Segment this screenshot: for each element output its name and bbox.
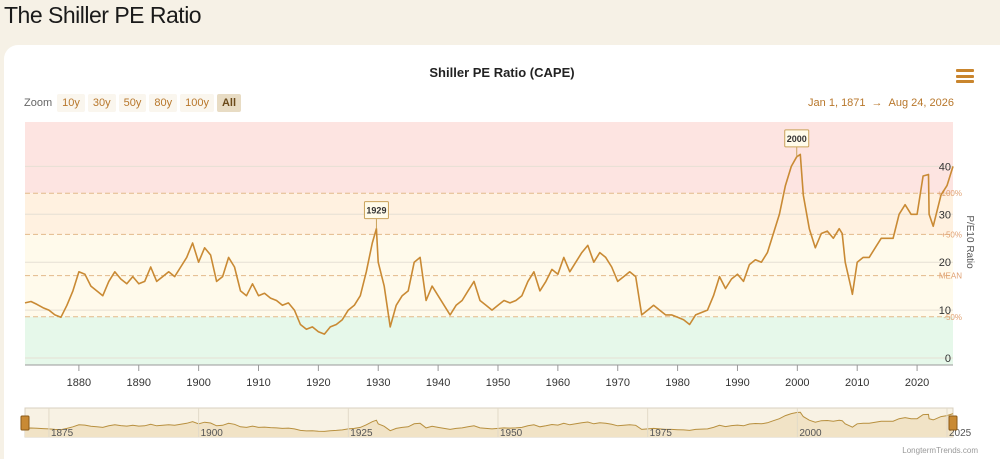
hamburger-menu-icon[interactable]	[956, 69, 974, 83]
y-axis-title: P/E10 Ratio	[964, 215, 975, 269]
reference-label: +50%	[941, 230, 962, 239]
navigator-area	[25, 412, 953, 437]
zoom-30y-button[interactable]: 30y	[87, 94, 116, 112]
x-tick-label: 2000	[785, 377, 809, 389]
y-tick-label: 40	[939, 161, 951, 173]
range-from[interactable]: Jan 1, 1871	[808, 97, 866, 109]
x-tick-label: 1940	[426, 377, 450, 389]
x-tick-label: 1980	[665, 377, 689, 389]
date-range: Jan 1, 1871 → Aug 24, 2026	[808, 97, 954, 109]
page-title: The Shiller PE Ratio	[4, 2, 202, 28]
navigator-tick-label: 1900	[201, 428, 224, 439]
zoom-50y-button[interactable]: 50y	[118, 94, 147, 112]
band-undervalued	[25, 316, 953, 365]
annotation-label: 1929	[366, 206, 386, 216]
zoom-10y-button[interactable]: 10y	[57, 94, 85, 112]
y-tick-label: 20	[939, 257, 951, 269]
series-line	[24, 153, 954, 335]
annotation-1929: 1929	[363, 201, 389, 229]
navigator-tick-label: 1975	[650, 428, 673, 439]
zoom-controls: Zoom 10y 30y 50y 80y 100y All	[24, 94, 244, 112]
reference-label: MEAN	[939, 272, 962, 281]
navigator-tick-label: 1925	[350, 428, 373, 439]
y-tick-label: 10	[939, 305, 951, 317]
y-tick-label: 30	[939, 209, 951, 221]
navigator-handle-right[interactable]	[948, 415, 958, 431]
navigator-line	[24, 411, 954, 432]
x-tick-label: 2010	[845, 377, 869, 389]
x-tick-label: 1910	[246, 377, 270, 389]
annotation-box	[784, 129, 810, 148]
x-tick-label: 1880	[67, 377, 91, 389]
navigator-tick-label: 2000	[799, 428, 822, 439]
zoom-label: Zoom	[24, 97, 53, 109]
x-tick-label: 1960	[546, 377, 570, 389]
navigator-tick-label: 2025	[949, 428, 972, 439]
zoom-all-button[interactable]: All	[216, 94, 242, 112]
reference-label: -50%	[943, 313, 962, 322]
zoom-80y-button[interactable]: 80y	[149, 94, 178, 112]
range-to[interactable]: Aug 24, 2026	[888, 97, 954, 109]
navigator-tick-label: 1950	[500, 428, 523, 439]
chart-title: Shiller PE Ratio (CAPE)	[429, 65, 575, 80]
x-tick-label: 2020	[905, 377, 929, 389]
navigator-handle-left[interactable]	[20, 415, 30, 431]
x-tick-label: 1920	[306, 377, 330, 389]
annotation-2000: 2000	[784, 129, 810, 157]
x-tick-label: 1930	[366, 377, 390, 389]
reference-label: +100%	[937, 189, 962, 198]
band-overvalued-extreme	[25, 122, 953, 194]
x-tick-label: 1900	[186, 377, 210, 389]
annotation-box	[363, 201, 389, 220]
x-tick-label: 1890	[127, 377, 151, 389]
x-tick-label: 1970	[605, 377, 629, 389]
navigator-tick-label: 1875	[51, 428, 74, 439]
x-tick-label: 1950	[486, 377, 510, 389]
credits-link[interactable]: LongtermTrends.com	[902, 446, 978, 455]
x-tick-label: 1990	[725, 377, 749, 389]
range-arrow-icon: →	[871, 97, 883, 109]
zoom-100y-button[interactable]: 100y	[180, 94, 214, 112]
annotation-label: 2000	[787, 134, 807, 144]
y-tick-label: 0	[945, 353, 951, 365]
